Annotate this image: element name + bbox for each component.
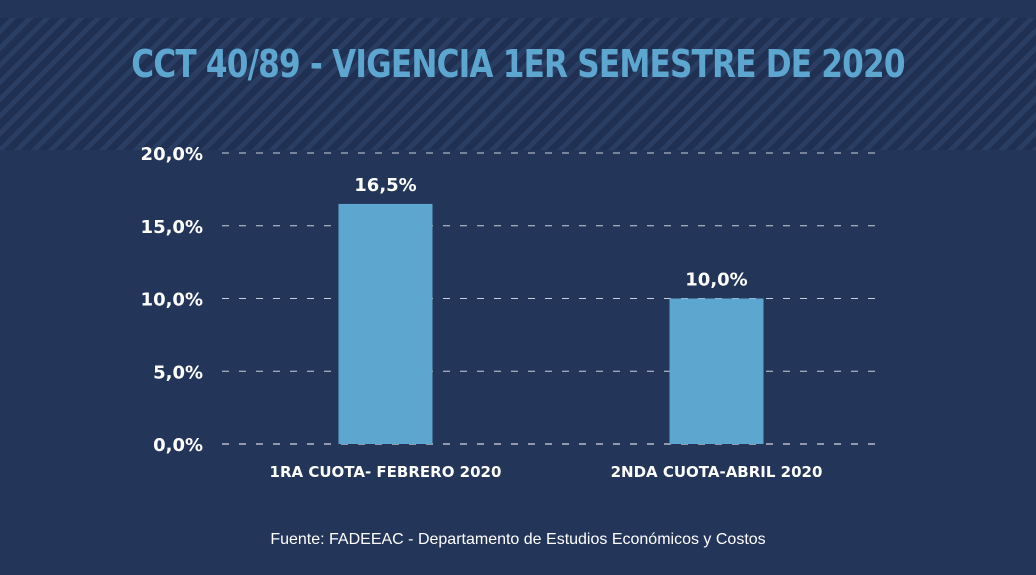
bar-value-label: 10,0% [685,270,747,291]
y-tick-label: 0,0% [153,435,203,456]
y-tick-label: 5,0% [153,362,203,383]
y-tick-label: 10,0% [141,290,203,311]
source-note: Fuente: FADEEAC - Departamento de Estudi… [270,531,766,548]
bar [669,298,764,444]
bar [338,203,433,444]
header-band [0,18,1036,150]
y-tick-label: 20,0% [141,144,203,165]
chart-title: CCT 40/89 - VIGENCIA 1ER SEMESTRE DE 202… [131,42,905,86]
x-category-label: 1RA CUOTA- FEBRERO 2020 [270,463,502,481]
y-tick-label: 15,0% [141,217,203,238]
bar-value-label: 16,5% [354,175,416,196]
x-category-label: 2NDA CUOTA-ABRIL 2020 [611,463,823,481]
